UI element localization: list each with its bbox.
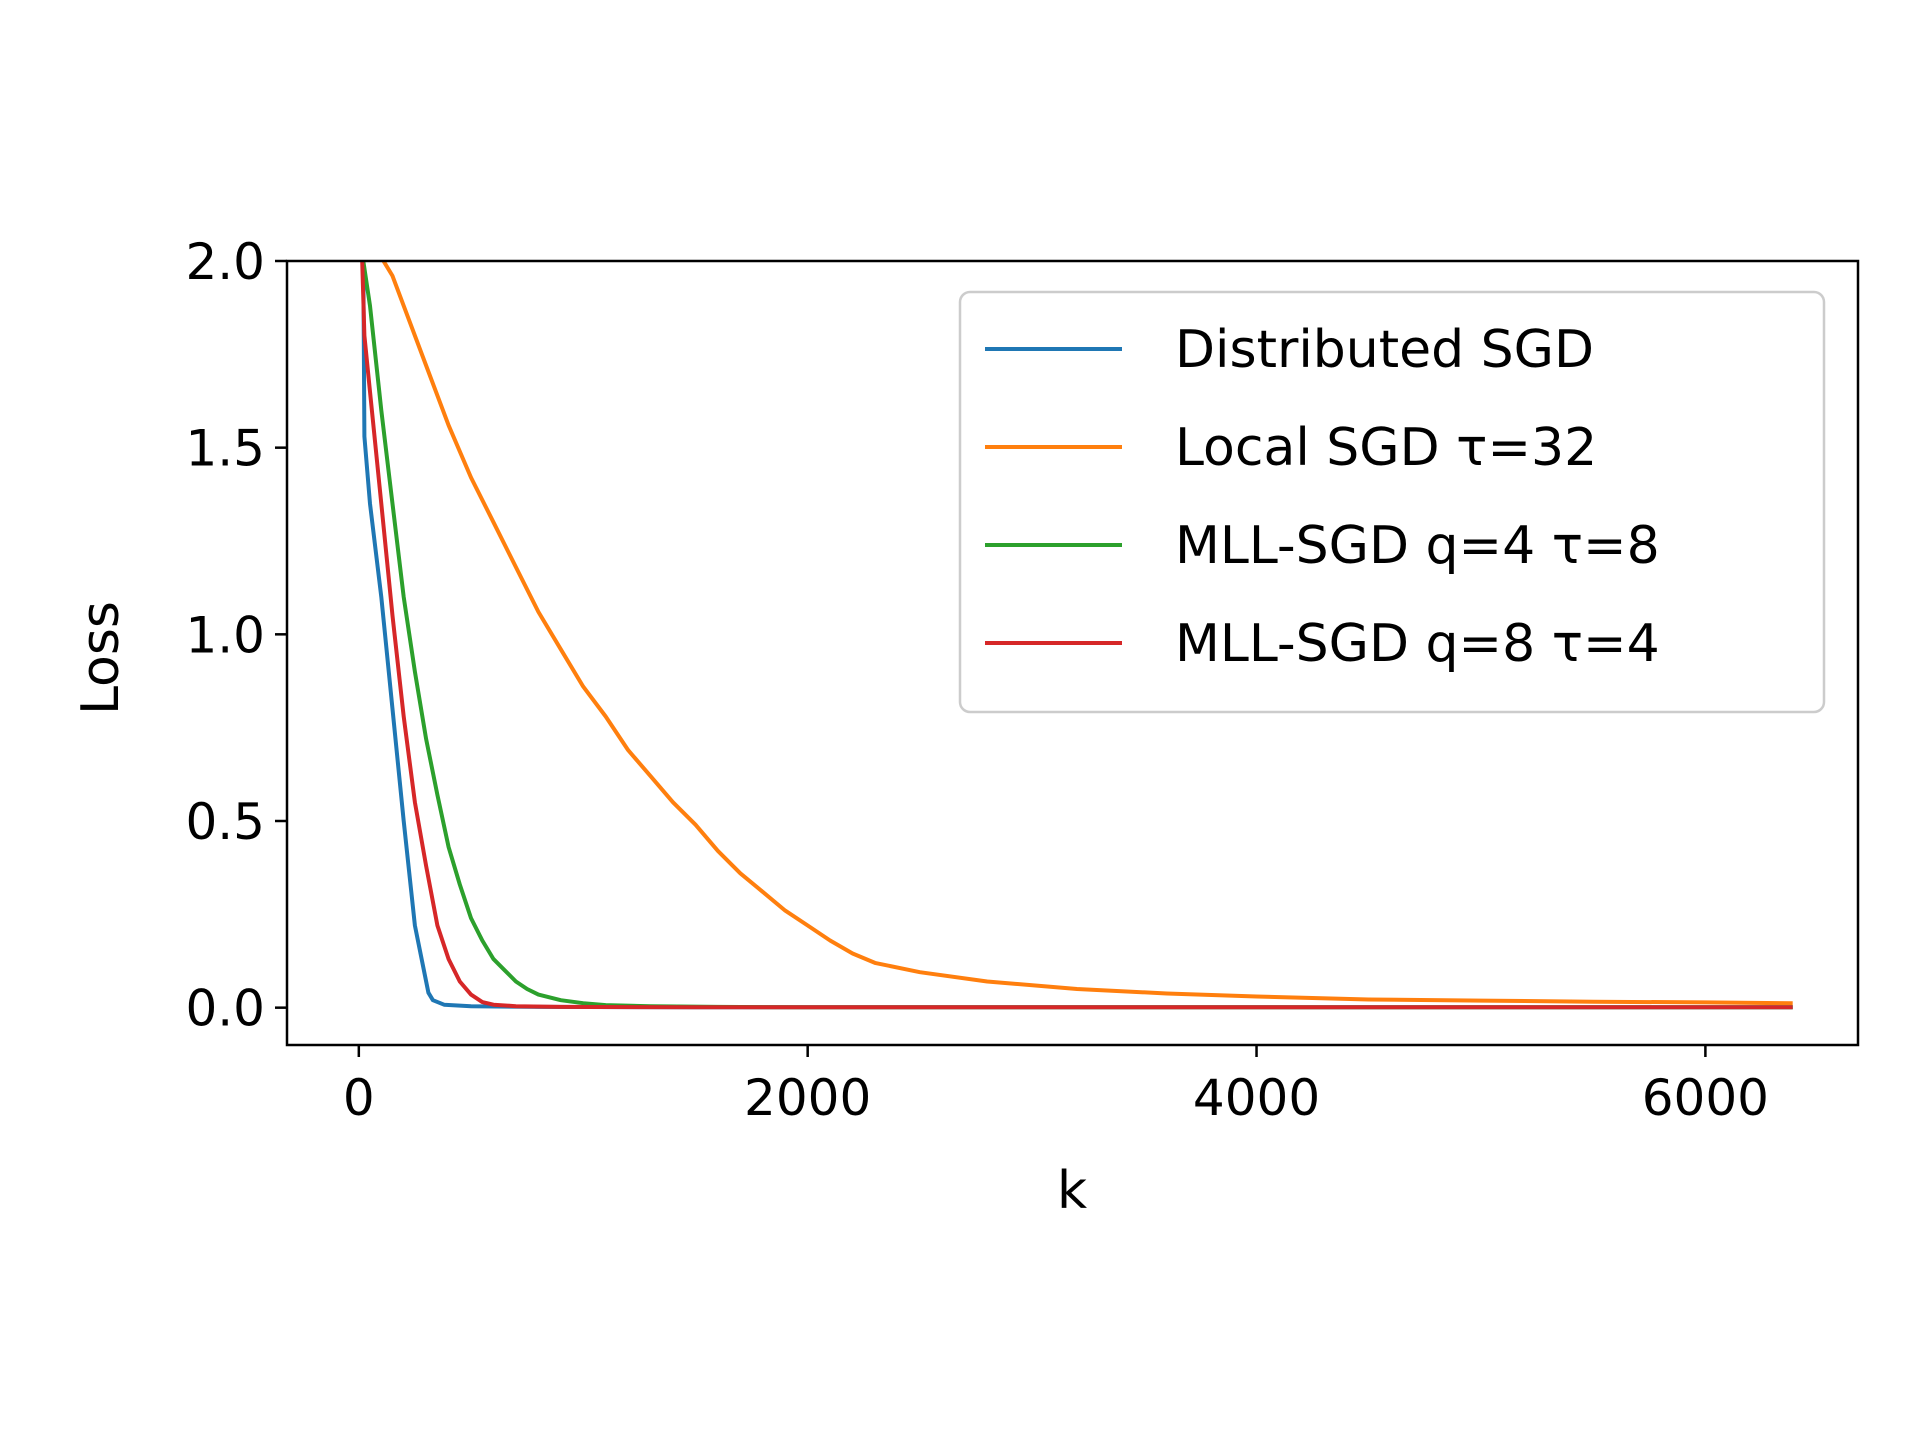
legend-label: MLL-SGD q=4 τ=8 — [1175, 516, 1660, 576]
series-line — [381, 261, 1793, 1006]
x-tick-label: 6000 — [1642, 1069, 1769, 1127]
legend-label: Distributed SGD — [1175, 320, 1594, 380]
legend: Distributed SGD Local SGD τ=32 MLL-SGD q=4… — [958, 290, 1826, 714]
x-tick-label: 2000 — [744, 1069, 871, 1127]
y-axis: 0.0 0.5 1.0 1.5 2.0 — [185, 233, 287, 1038]
x-axis-label: k — [1057, 1161, 1087, 1221]
y-tick-label: 1.5 — [185, 420, 265, 478]
legend-label: Local SGD τ=32 — [1175, 418, 1597, 478]
x-tick-label: 0 — [343, 1069, 375, 1127]
y-tick-label: 2.0 — [185, 233, 265, 291]
x-tick-label: 4000 — [1193, 1069, 1320, 1127]
series-line — [360, 261, 1793, 1010]
y-tick-label: 0.5 — [185, 793, 265, 851]
legend-entries: Distributed SGD Local SGD τ=32 MLL-SGD q=4… — [985, 320, 1660, 674]
legend-label: MLL-SGD q=8 τ=4 — [1175, 614, 1660, 674]
y-tick-label: 0.0 — [185, 980, 265, 1038]
x-axis: 0 2000 4000 6000 — [343, 1045, 1769, 1127]
plot-frame — [285, 259, 1860, 1047]
legend-box — [958, 290, 1826, 714]
y-axis-label: Loss — [71, 601, 131, 715]
series-layer — [360, 261, 1793, 1010]
y-tick-label: 1.0 — [185, 606, 265, 664]
